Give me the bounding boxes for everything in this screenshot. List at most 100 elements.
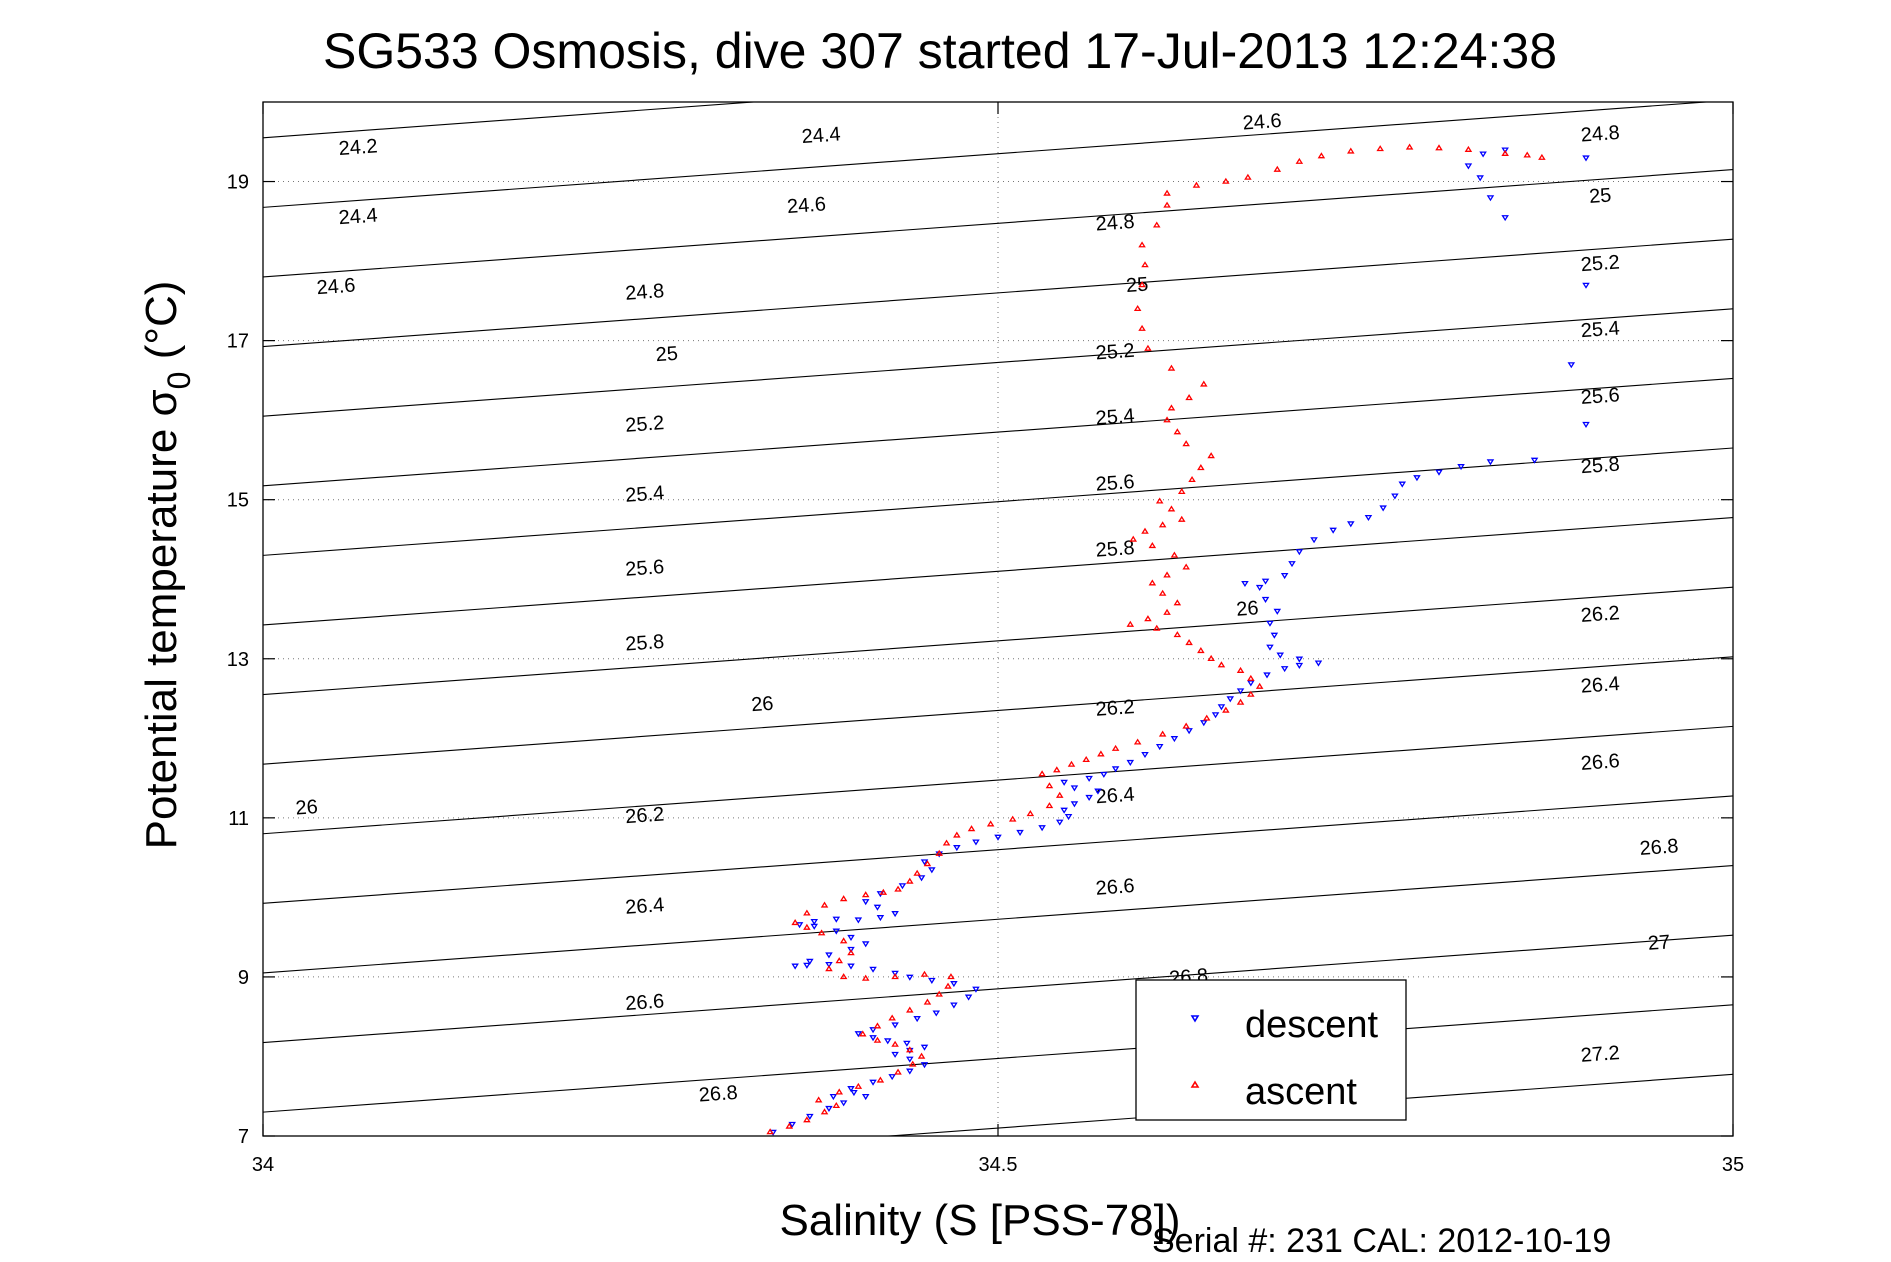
descent-point [953,845,961,852]
ascent-point [1222,706,1230,713]
descent-point [950,981,958,988]
descent-point [810,918,819,926]
isopycnal-line [263,795,1733,904]
descent-point [825,952,833,959]
descent-point [806,1113,814,1120]
legend-descent-marker [1190,1015,1200,1023]
descent-point [1295,656,1304,663]
contour-label: 26 [1236,597,1260,621]
ascent-point [1255,682,1264,689]
ascent-point [832,1101,841,1109]
y-tick-label: 7 [238,1126,249,1148]
descent-point [825,961,833,969]
ascent-point [1435,144,1443,151]
descent-point [1085,775,1093,782]
descent-point [891,1051,899,1058]
isopycnal-line [263,169,1733,278]
ascent-point [1148,541,1157,549]
ascent-point [791,919,799,926]
descent-point [854,917,863,924]
y-tick-label: 19 [227,172,249,194]
isopycnal-line [263,517,1733,626]
contour-label: 26 [750,693,774,717]
ascent-point [1026,810,1035,817]
descent-point [1391,493,1399,500]
descent-point [917,875,926,882]
contour-label: 27 [1647,931,1671,955]
descent-point [891,911,899,918]
descent-point [1280,666,1289,673]
ascent-point [839,973,848,980]
ascent-point [1152,221,1161,228]
descent-point [972,839,980,846]
legend: descent ascent [1135,979,1407,1121]
contour-label: 25.6 [1095,471,1135,496]
ascent-point [1008,815,1017,822]
descent-point [1038,825,1046,832]
axis-ticks: 34 34.5 35 7 9 11 13 15 17 19 [227,102,1744,1176]
contour-label: 26.6 [625,990,665,1015]
ascent-point [1197,646,1205,654]
ascent-point [1501,149,1509,156]
ascent-point [1163,201,1171,208]
ascent-point [888,1014,896,1021]
ascent-point [1129,535,1138,542]
descent-point [1329,527,1337,534]
descent-point [932,1010,941,1017]
ascent-point [858,1030,867,1037]
descent-point [869,1079,877,1086]
ascent-point [1055,791,1064,798]
legend-ascent-marker [1190,1080,1200,1088]
descent-point [1255,584,1264,592]
ascent-point [1045,782,1054,789]
ascent-point [906,877,914,884]
ascent-point [891,1040,899,1047]
isopycnal-line [263,865,1733,974]
descent-point [1226,696,1235,703]
ascent-point [906,1046,914,1053]
descent-point [861,941,870,948]
y-tick-label: 13 [227,649,249,671]
ascent-point [1082,755,1090,763]
isopycnal-line [263,308,1733,417]
ascent-point [1163,608,1171,615]
ascent-point [913,869,921,876]
ascent-point [1038,770,1046,777]
contour-label: 24.4 [338,205,378,230]
descent-point [1530,457,1539,464]
descent-point [1060,779,1068,786]
descent-point [1273,608,1282,615]
descent-point [869,1027,877,1034]
descent-point [1347,521,1355,528]
ascent-point [1133,304,1142,312]
chart-title: SG533 Osmosis, dive 307 started 17-Jul-2… [323,23,1557,79]
contour-label: 25 [655,343,679,367]
descent-point [1060,807,1068,814]
ascent-point [920,970,929,977]
contour-label: 26.6 [1095,875,1135,900]
descent-point [869,1035,877,1042]
ascent-point [803,909,811,916]
descent-point [1261,596,1270,603]
isopycnal-line [263,447,1733,556]
ascent-point [1244,173,1252,180]
ascent-point [847,949,855,956]
ascent-point [1185,639,1193,646]
ascent-point [947,973,955,980]
ascent-point [1405,143,1414,150]
ascent-point [825,965,833,972]
ascent-point [1207,452,1215,459]
ascent-point [967,825,976,832]
ascent-point [876,1076,885,1083]
ascent-point [986,820,995,827]
descent-point [839,1100,848,1107]
ascent-point [1182,563,1190,570]
descent-point [1270,632,1279,639]
contour-label: 26.4 [625,894,665,919]
descent-point [1070,801,1079,808]
ascent-point [1158,730,1167,737]
contour-label: 25.6 [1580,384,1620,409]
contour-label: 27.2 [1580,1042,1620,1067]
x-tick-label: 34.5 [979,1154,1018,1176]
descent-point [1435,469,1443,476]
